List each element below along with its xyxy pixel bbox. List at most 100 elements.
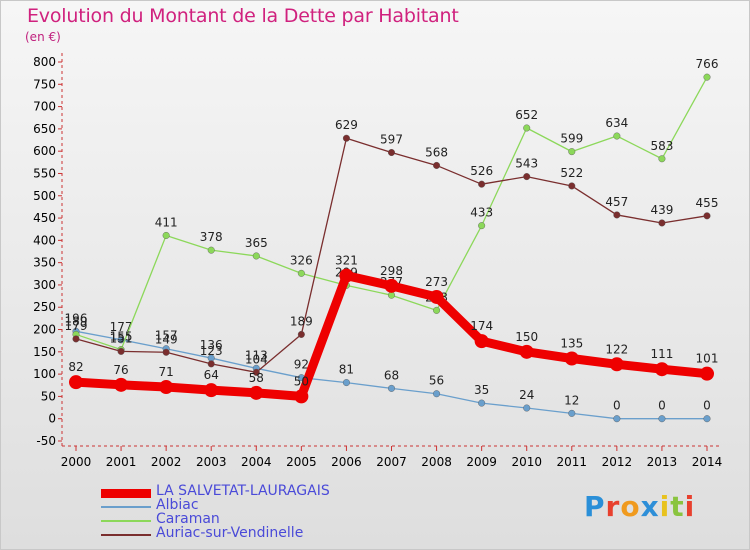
data-point	[613, 211, 621, 219]
data-point	[388, 149, 396, 157]
data-label: 92	[294, 358, 309, 372]
data-label: 64	[204, 368, 219, 382]
data-label: 326	[290, 253, 313, 267]
legend-swatch	[101, 506, 151, 508]
y-tick-label: 200	[33, 323, 56, 337]
data-label: 522	[560, 166, 583, 180]
data-point	[72, 335, 80, 343]
y-tick-label: 300	[33, 278, 56, 292]
y-tick-label: 350	[33, 256, 56, 270]
data-label: 123	[200, 344, 223, 358]
data-point	[162, 231, 170, 239]
data-label: 634	[605, 116, 628, 130]
data-point	[433, 161, 441, 169]
data-point	[297, 269, 305, 277]
x-tick-label: 2002	[151, 455, 182, 469]
data-point	[523, 404, 531, 412]
data-label: 24	[519, 388, 534, 402]
logo-letter: i	[659, 490, 671, 523]
data-label: 174	[470, 319, 493, 333]
data-point	[114, 377, 129, 392]
data-label: 583	[650, 139, 673, 153]
x-tick-label: 2007	[376, 455, 407, 469]
x-tick-label: 2004	[241, 455, 272, 469]
data-point	[658, 415, 666, 423]
legend-swatch	[101, 489, 151, 498]
data-point	[700, 366, 714, 381]
data-point	[568, 148, 576, 156]
x-tick-label: 2014	[692, 455, 723, 469]
data-point	[564, 351, 579, 366]
data-label: 0	[613, 399, 621, 413]
data-label: 58	[249, 371, 264, 385]
data-label: 149	[155, 332, 178, 346]
data-point	[433, 390, 441, 398]
y-tick-label: 700	[33, 100, 56, 114]
x-tick-label: 2005	[286, 455, 317, 469]
data-point	[478, 180, 486, 188]
data-point	[297, 330, 305, 338]
data-point	[249, 385, 264, 400]
data-label: 321	[335, 254, 358, 268]
legend-swatch	[101, 520, 151, 522]
data-point	[474, 334, 489, 349]
x-tick-label: 2009	[466, 455, 497, 469]
data-point	[703, 415, 711, 423]
data-point	[703, 73, 711, 81]
x-tick-label: 2012	[602, 455, 633, 469]
data-label: 101	[696, 352, 719, 366]
y-tick-label: 400	[33, 233, 56, 247]
y-tick-label: 750	[33, 77, 56, 91]
data-label: 122	[605, 342, 628, 356]
data-label: 439	[650, 203, 673, 217]
data-label: 35	[474, 383, 489, 397]
data-point	[433, 306, 441, 314]
data-label: 599	[560, 132, 583, 146]
data-point	[519, 344, 534, 359]
data-label: 177	[110, 320, 133, 334]
data-label: 135	[560, 337, 583, 351]
data-label: 81	[339, 363, 354, 377]
data-label: 56	[429, 374, 444, 388]
data-label: 411	[155, 215, 178, 229]
x-tick-label: 2001	[106, 455, 137, 469]
data-point	[523, 124, 531, 132]
data-point	[654, 362, 669, 377]
legend-label: Caraman	[156, 511, 220, 527]
y-tick-label: 650	[33, 122, 56, 136]
data-point	[339, 268, 354, 283]
legend-swatch	[101, 534, 151, 536]
data-point	[204, 383, 219, 398]
data-point	[252, 252, 260, 260]
data-label: 629	[335, 118, 358, 132]
x-tick-label: 2003	[196, 455, 227, 469]
data-point	[388, 291, 396, 299]
data-point	[207, 246, 215, 254]
data-point	[609, 357, 624, 372]
data-point	[384, 278, 399, 293]
logo-letter: t	[670, 490, 685, 523]
data-label: 179	[65, 319, 88, 333]
logo-letter: r	[605, 490, 621, 523]
legend-label: LA SALVETAT-LAURAGAIS	[156, 483, 330, 499]
data-label: 766	[696, 57, 719, 71]
x-tick-label: 2006	[331, 455, 362, 469]
chart-title: Evolution du Montant de la Dette par Hab…	[27, 5, 459, 27]
y-tick-label: 550	[33, 166, 56, 180]
data-label: 12	[564, 393, 579, 407]
data-label: 568	[425, 145, 448, 159]
logo-letter: P	[584, 490, 606, 523]
data-point	[207, 360, 215, 368]
y-tick-label: 150	[33, 345, 56, 359]
data-label: 526	[470, 164, 493, 178]
data-point	[117, 347, 125, 355]
data-point	[523, 173, 531, 181]
x-tick-label: 2008	[421, 455, 452, 469]
y-tick-label: 50	[41, 389, 56, 403]
data-point	[159, 380, 174, 395]
data-label: 71	[159, 365, 174, 379]
data-label: 365	[245, 236, 268, 250]
data-point	[388, 384, 396, 392]
data-point	[252, 368, 260, 376]
proxiti-logo: Proxiti	[584, 490, 695, 523]
